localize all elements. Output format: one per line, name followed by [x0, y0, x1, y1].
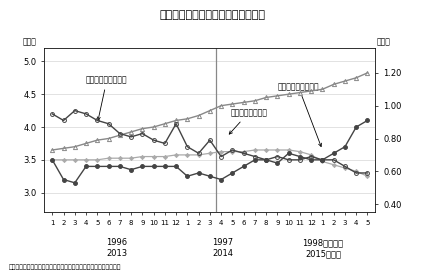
Text: 2015（年）: 2015（年） — [305, 249, 341, 258]
Text: 1996: 1996 — [106, 238, 128, 247]
Text: 完全失業率（今回）: 完全失業率（今回） — [86, 75, 128, 120]
Text: 2013: 2013 — [106, 249, 128, 258]
Text: 有効求人倍率（今回、右目盛）: 有効求人倍率（今回、右目盛） — [0, 276, 1, 277]
Text: 完全失業率（前回）: 完全失業率（前回） — [278, 82, 321, 147]
Text: 消費税率引き上げ: 消費税率引き上げ — [229, 108, 267, 134]
Text: 1997: 1997 — [212, 238, 234, 247]
Text: （％）: （％） — [23, 38, 37, 47]
Text: （資料）総務省「労働力調査」、厚生労働省「一般職業紹介状況」: （資料）総務省「労働力調査」、厚生労働省「一般職業紹介状況」 — [8, 265, 121, 270]
Text: 有効求人倍率（前回、右目盛）: 有効求人倍率（前回、右目盛） — [0, 276, 1, 277]
Text: 図表１５　消費増税前後の雇用情勢: 図表１５ 消費増税前後の雇用情勢 — [159, 10, 266, 20]
Text: （倍）: （倍） — [377, 38, 391, 47]
Text: 2014: 2014 — [212, 249, 234, 258]
Text: 1998　（月）: 1998 （月） — [303, 238, 343, 247]
